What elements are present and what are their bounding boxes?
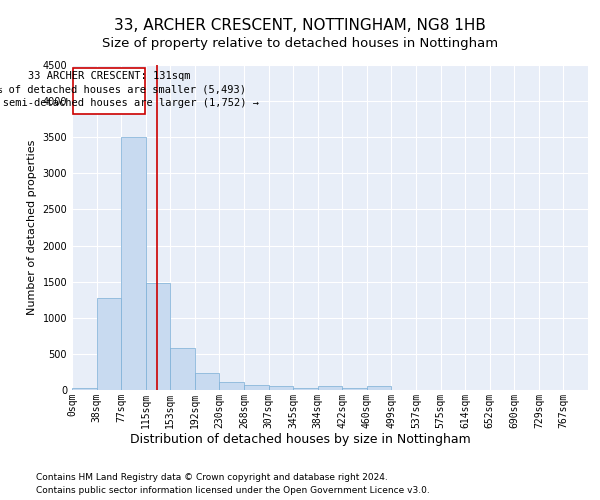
Text: Size of property relative to detached houses in Nottingham: Size of property relative to detached ho… [102, 38, 498, 51]
Bar [367, 386, 391, 390]
Text: Contains public sector information licensed under the Open Government Licence v3: Contains public sector information licen… [36, 486, 430, 495]
Bar [220, 382, 244, 390]
Bar [72, 388, 97, 390]
Text: 33, ARCHER CRESCENT, NOTTINGHAM, NG8 1HB: 33, ARCHER CRESCENT, NOTTINGHAM, NG8 1HB [114, 18, 486, 32]
Bar [73, 68, 145, 114]
Bar [293, 388, 318, 390]
Text: ← 75% of detached houses are smaller (5,493): ← 75% of detached houses are smaller (5,… [0, 84, 247, 94]
Text: 33 ARCHER CRESCENT: 131sqm: 33 ARCHER CRESCENT: 131sqm [28, 71, 190, 81]
Y-axis label: Number of detached properties: Number of detached properties [27, 140, 37, 315]
Bar [195, 372, 220, 390]
Bar [146, 283, 170, 390]
Text: Contains HM Land Registry data © Crown copyright and database right 2024.: Contains HM Land Registry data © Crown c… [36, 472, 388, 482]
Bar [97, 298, 121, 390]
Bar [342, 388, 367, 390]
Bar [121, 137, 146, 390]
Bar [318, 386, 342, 390]
Bar [170, 348, 195, 390]
Bar [269, 386, 293, 390]
Text: Distribution of detached houses by size in Nottingham: Distribution of detached houses by size … [130, 432, 470, 446]
Text: 24% of semi-detached houses are larger (1,752) →: 24% of semi-detached houses are larger (… [0, 98, 259, 108]
Bar [244, 384, 269, 390]
